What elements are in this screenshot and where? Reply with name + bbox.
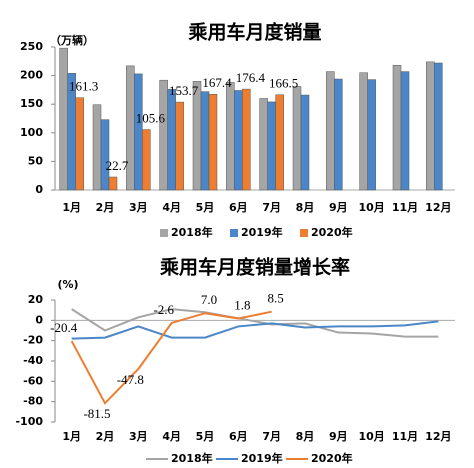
y-axis-label: （万辆） [50, 33, 94, 47]
x-tick-label: 4月 [162, 201, 181, 214]
y-tick-label: 0 [35, 183, 43, 196]
bar [92, 104, 102, 191]
y-tick-label: -100 [15, 415, 43, 428]
x-tick-label: 10月 [359, 201, 385, 214]
y-axis-label: (%) [57, 278, 78, 291]
bar [259, 98, 268, 191]
bar [159, 79, 168, 191]
y-tick-label: 100 [20, 126, 43, 139]
x-tick-label: 2月 [96, 430, 115, 443]
y-tick-label: -40 [23, 354, 43, 367]
data-label: 105.6 [136, 111, 166, 126]
legend-label: 2019年 [241, 451, 283, 465]
y-tick-label: 0 [35, 313, 43, 326]
y-tick-label: 20 [28, 293, 44, 306]
bar [367, 79, 376, 191]
bar [226, 82, 235, 191]
data-label: 161.3 [69, 79, 98, 94]
line [71, 320, 439, 340]
y-tick-label: 150 [20, 97, 43, 110]
bar [100, 119, 110, 191]
data-label: 166.5 [269, 76, 298, 91]
y-tick-label: -60 [23, 374, 43, 387]
legend-swatch [160, 229, 168, 237]
bar [392, 65, 402, 191]
data-label: -81.5 [83, 406, 110, 421]
x-tick-label: 6月 [229, 201, 248, 214]
legend-label: 2018年 [171, 225, 213, 239]
data-label: 167.4 [202, 75, 232, 90]
x-tick-label: 1月 [62, 201, 81, 214]
bar [108, 176, 118, 191]
bar [275, 94, 284, 191]
bar [267, 101, 276, 191]
data-label: 1.8 [234, 297, 250, 312]
data-label: 8.5 [268, 291, 284, 306]
bar [292, 86, 302, 191]
data-label: 7.0 [201, 292, 217, 307]
bar [175, 101, 184, 191]
x-tick-label: 5月 [196, 201, 215, 214]
x-tick-label: 3月 [129, 430, 148, 443]
legend-label: 2018年 [171, 451, 213, 465]
bar [200, 91, 210, 191]
x-tick-label: 8月 [296, 201, 315, 214]
x-tick-label: 6月 [229, 430, 248, 443]
data-label: 176.4 [236, 70, 266, 85]
chart-title: 乘用车月度销量 [187, 21, 321, 44]
y-tick-label: 200 [20, 69, 43, 82]
x-tick-label: 9月 [329, 201, 348, 214]
bar [300, 94, 310, 191]
x-tick-label: 10月 [359, 430, 385, 443]
x-tick-label: 11月 [392, 201, 418, 214]
x-tick-label: 1月 [62, 430, 81, 443]
bar [426, 61, 435, 191]
legend-swatch [300, 229, 308, 237]
data-label: 22.7 [106, 158, 129, 173]
x-tick-label: 4月 [162, 430, 181, 443]
x-tick-label: 3月 [129, 201, 148, 214]
bar [234, 90, 243, 191]
bar [326, 71, 335, 191]
bar [400, 71, 410, 191]
y-tick-label: 50 [28, 154, 44, 167]
bar [434, 62, 443, 191]
x-tick-label: 12月 [425, 201, 451, 214]
y-tick-label: -20 [23, 334, 43, 347]
x-tick-label: 12月 [425, 430, 451, 443]
data-label: -2.6 [153, 302, 174, 317]
data-label: 153.7 [169, 83, 199, 98]
line [70, 310, 272, 405]
bar [59, 47, 68, 191]
x-tick-label: 8月 [296, 430, 315, 443]
legend-swatch [230, 229, 238, 237]
bar [75, 97, 84, 191]
chart-title: 乘用车月度销量增长率 [159, 256, 350, 279]
bar [142, 129, 151, 191]
y-tick-label: -80 [23, 395, 43, 408]
x-tick-label: 7月 [262, 201, 281, 214]
bar [208, 93, 218, 191]
legend-label: 2019年 [241, 225, 283, 239]
x-tick-label: 7月 [262, 430, 281, 443]
data-label: -20.4 [50, 320, 78, 335]
data-label: -47.8 [117, 372, 144, 387]
bar [167, 89, 176, 191]
bar [242, 88, 251, 191]
x-tick-label: 5月 [196, 430, 215, 443]
x-tick-label: 11月 [392, 430, 418, 443]
bar [359, 72, 368, 191]
bar [334, 78, 343, 191]
x-tick-label: 2月 [96, 201, 115, 214]
y-tick-label: 250 [20, 40, 43, 53]
line [71, 308, 439, 338]
legend-label: 2020年 [311, 451, 353, 465]
legend-label: 2020年 [311, 225, 353, 239]
bar [134, 73, 143, 191]
x-tick-label: 9月 [329, 430, 348, 443]
